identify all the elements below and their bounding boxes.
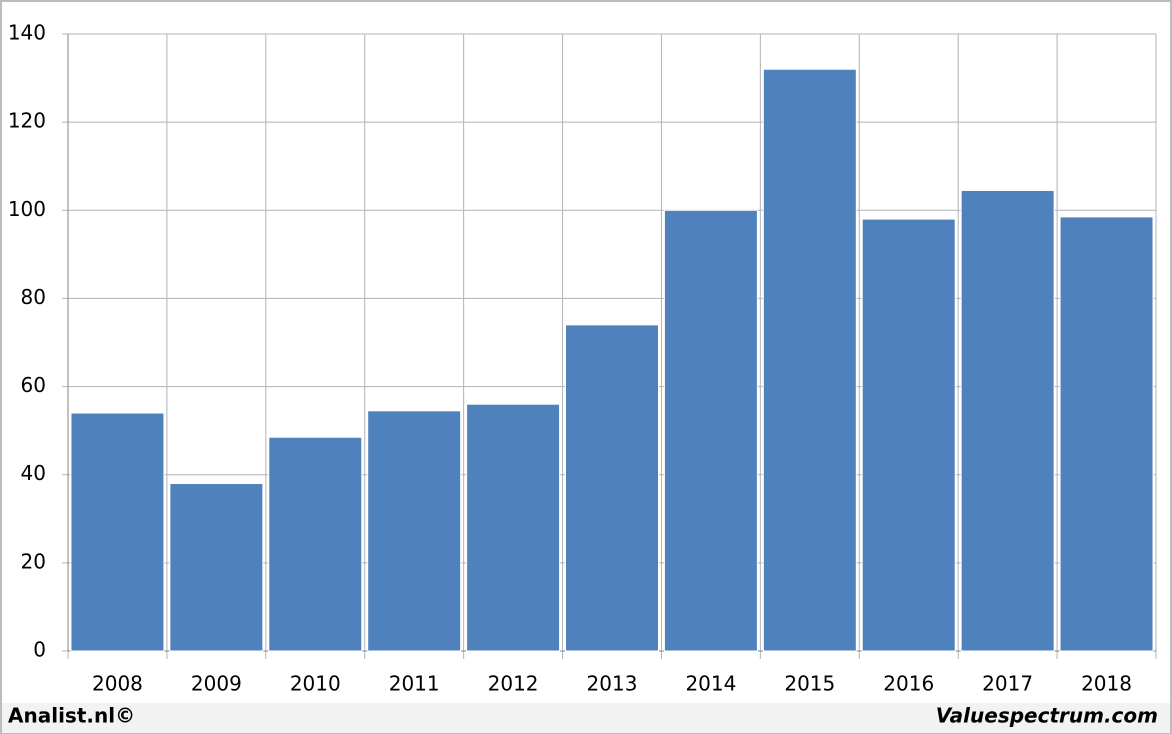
y-tick-label: 100 xyxy=(8,197,46,221)
x-tick-label: 2009 xyxy=(191,672,242,696)
y-tick-label: 80 xyxy=(21,285,46,309)
bar xyxy=(268,436,363,652)
bar xyxy=(565,324,659,652)
y-tick-label: 0 xyxy=(33,638,46,662)
source-right: Valuespectrum.com xyxy=(936,704,1158,728)
x-tick-label: 2018 xyxy=(1081,672,1132,696)
x-tick-label: 2015 xyxy=(784,672,835,696)
y-tick-label: 60 xyxy=(21,373,46,397)
x-tick-label: 2008 xyxy=(92,672,143,696)
y-tick-label: 40 xyxy=(21,461,46,485)
x-tick-label: 2012 xyxy=(488,672,539,696)
x-tick-label: 2014 xyxy=(685,672,736,696)
x-tick-label: 2017 xyxy=(982,672,1033,696)
bar xyxy=(960,189,1055,652)
x-tick-label: 2011 xyxy=(389,672,440,696)
plot-area: 0 20 40 60 80 100 120 140 2008 2009 2010 2011 2012 20… xyxy=(8,21,1157,696)
x-tick-label: 2013 xyxy=(587,672,638,696)
x-tick-label: 2016 xyxy=(883,672,934,696)
bar xyxy=(1059,216,1154,652)
source-left: Analist.nl© xyxy=(8,704,135,728)
y-tick-label: 140 xyxy=(8,21,46,45)
bar xyxy=(466,403,561,652)
x-tick-label: 2010 xyxy=(290,672,341,696)
footer-band xyxy=(2,703,1170,733)
bar xyxy=(169,483,264,652)
bar xyxy=(663,209,758,652)
bar xyxy=(70,412,165,652)
bar xyxy=(861,218,956,652)
y-tick-label: 120 xyxy=(8,109,46,133)
y-tick-label: 20 xyxy=(21,549,46,573)
bar xyxy=(367,410,462,652)
bar xyxy=(762,68,857,652)
